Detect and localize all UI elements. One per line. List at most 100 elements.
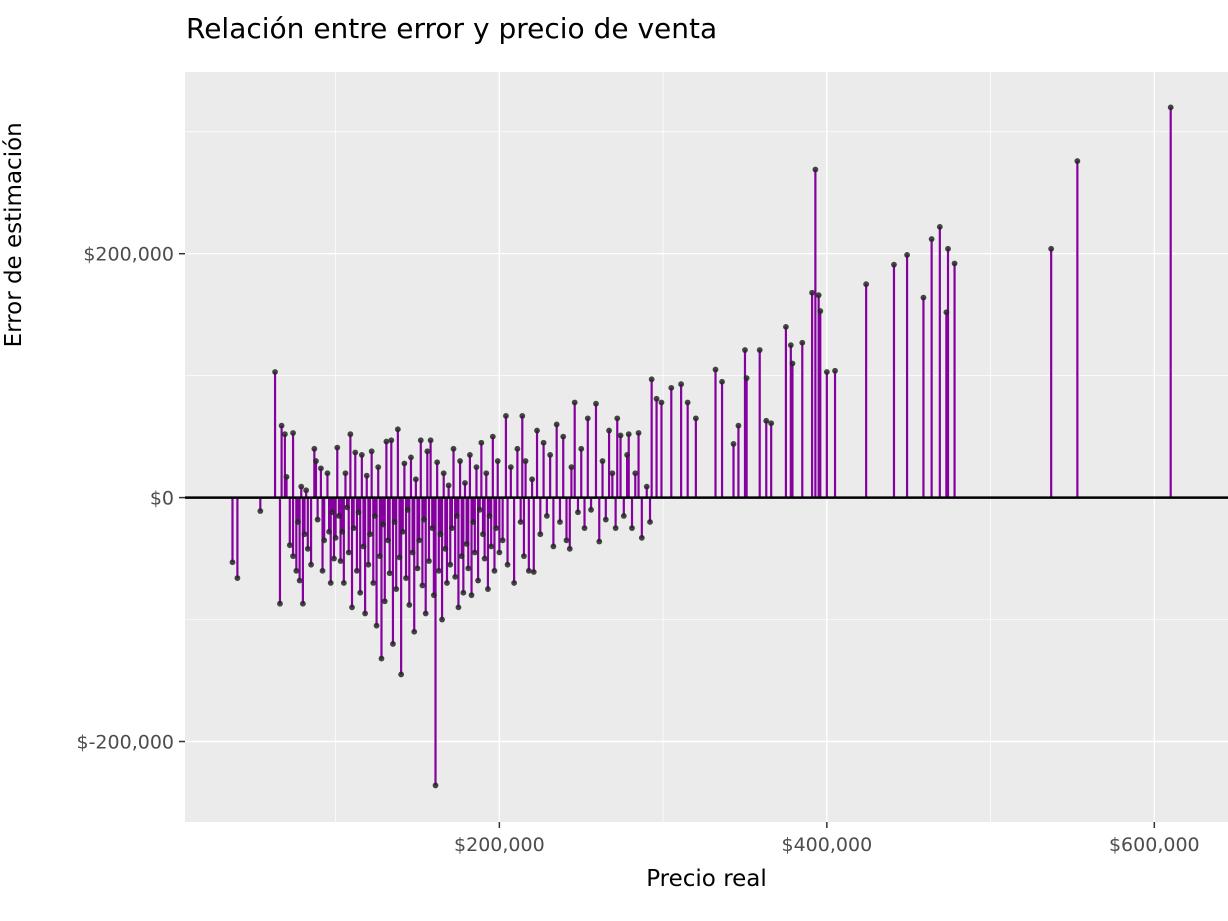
data-point bbox=[809, 289, 816, 296]
data-point bbox=[324, 470, 331, 477]
data-point bbox=[391, 519, 398, 525]
data-point bbox=[380, 521, 387, 528]
data-point bbox=[378, 655, 385, 662]
x-tick-label: $400,000 bbox=[782, 834, 873, 856]
data-point bbox=[435, 567, 442, 574]
data-point bbox=[478, 439, 485, 446]
data-point bbox=[453, 513, 460, 519]
data-point bbox=[489, 433, 496, 440]
plot-panel bbox=[185, 72, 1228, 822]
data-point bbox=[372, 513, 378, 519]
data-point bbox=[393, 586, 400, 592]
data-point bbox=[411, 628, 418, 635]
data-point bbox=[756, 347, 763, 353]
data-point bbox=[480, 531, 486, 538]
data-point bbox=[313, 458, 319, 464]
data-point bbox=[298, 483, 305, 490]
data-point bbox=[473, 464, 480, 471]
data-point bbox=[511, 580, 518, 586]
data-point bbox=[617, 432, 624, 439]
data-point bbox=[422, 610, 429, 617]
data-point bbox=[815, 292, 822, 299]
data-point bbox=[485, 586, 491, 592]
data-point bbox=[863, 281, 870, 288]
data-point bbox=[318, 465, 324, 472]
data-point bbox=[658, 399, 665, 406]
data-point bbox=[458, 553, 465, 560]
data-point bbox=[457, 458, 463, 464]
y-axis-title: Error de estimación bbox=[1, 122, 27, 348]
data-point bbox=[735, 422, 742, 429]
data-point bbox=[386, 570, 393, 577]
data-point bbox=[560, 433, 567, 440]
data-point bbox=[581, 525, 588, 531]
data-point bbox=[257, 508, 264, 514]
data-point bbox=[234, 575, 241, 581]
data-point bbox=[296, 577, 303, 584]
data-point bbox=[602, 516, 609, 523]
data-point bbox=[653, 395, 660, 402]
data-point bbox=[290, 553, 296, 560]
data-point bbox=[347, 431, 354, 438]
y-tick-label: $200,000 bbox=[83, 244, 174, 266]
data-point bbox=[362, 610, 369, 617]
data-point bbox=[421, 516, 427, 523]
data-point bbox=[507, 464, 514, 471]
data-point bbox=[321, 537, 328, 544]
data-point bbox=[299, 600, 306, 607]
data-point bbox=[334, 444, 341, 451]
data-point bbox=[342, 470, 349, 477]
data-point bbox=[823, 369, 830, 375]
data-point bbox=[943, 309, 950, 316]
data-point bbox=[494, 458, 501, 464]
data-point bbox=[452, 573, 459, 580]
data-point bbox=[529, 476, 536, 483]
data-point bbox=[370, 580, 377, 586]
data-point bbox=[424, 448, 431, 455]
data-point bbox=[491, 567, 498, 574]
data-point bbox=[635, 430, 642, 436]
data-point bbox=[1167, 104, 1174, 111]
data-point bbox=[712, 366, 719, 373]
data-point bbox=[442, 545, 449, 552]
data-point bbox=[575, 509, 581, 516]
data-point bbox=[409, 549, 416, 556]
y-tick-label: $0 bbox=[150, 488, 174, 510]
data-point bbox=[540, 439, 547, 446]
data-point bbox=[354, 567, 360, 574]
data-point bbox=[331, 555, 337, 562]
data-point bbox=[360, 543, 367, 550]
data-point bbox=[406, 602, 413, 608]
data-point bbox=[437, 531, 444, 538]
data-point bbox=[763, 417, 770, 424]
data-point bbox=[447, 561, 454, 568]
data-point bbox=[817, 308, 824, 314]
data-point bbox=[336, 513, 342, 519]
data-point bbox=[668, 384, 675, 391]
data-point bbox=[450, 445, 457, 452]
data-point bbox=[488, 543, 495, 550]
data-point bbox=[481, 555, 488, 562]
data-point bbox=[281, 431, 288, 438]
data-point bbox=[301, 531, 308, 538]
data-point bbox=[486, 513, 493, 519]
data-point bbox=[743, 375, 750, 381]
data-point bbox=[293, 567, 300, 574]
data-point bbox=[416, 537, 423, 544]
plot-title: Relación entre error y precio de venta bbox=[186, 12, 718, 45]
data-point bbox=[521, 553, 527, 560]
data-point bbox=[277, 600, 283, 607]
data-point bbox=[350, 525, 357, 531]
data-point bbox=[329, 509, 336, 516]
data-point bbox=[383, 438, 390, 445]
data-point bbox=[471, 549, 478, 556]
data-point bbox=[588, 506, 594, 513]
data-point bbox=[742, 347, 748, 353]
data-point bbox=[625, 431, 632, 438]
data-point bbox=[401, 460, 408, 467]
data-point bbox=[550, 543, 557, 550]
data-point bbox=[426, 558, 432, 564]
data-point bbox=[414, 565, 421, 572]
